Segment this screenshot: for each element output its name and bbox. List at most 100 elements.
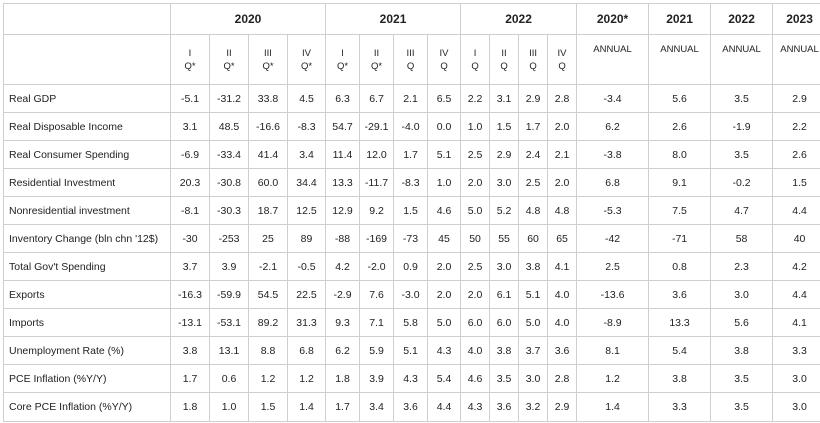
- table-cell: -88: [326, 225, 360, 253]
- table-cell: 4.6: [428, 197, 461, 225]
- quarter-suffix: Q*: [210, 60, 248, 73]
- table-cell: 1.8: [171, 393, 210, 422]
- table-cell: 2.0: [461, 281, 490, 309]
- table-cell: 3.2: [519, 393, 548, 422]
- table-cell: 6.8: [288, 337, 326, 365]
- table-cell: -16.6: [249, 113, 288, 141]
- table-cell: 3.0: [773, 393, 820, 422]
- table-cell: -3.4: [577, 85, 649, 113]
- table-cell: -1.9: [711, 113, 773, 141]
- table-cell: 3.1: [490, 85, 519, 113]
- table-cell: -8.3: [288, 113, 326, 141]
- table-cell: -33.4: [210, 141, 249, 169]
- table-cell: 3.7: [171, 253, 210, 281]
- table-cell: 5.8: [394, 309, 428, 337]
- table-cell: 4.3: [428, 337, 461, 365]
- table-cell: 5.4: [649, 337, 711, 365]
- table-cell: 4.4: [773, 197, 820, 225]
- table-cell: 3.7: [519, 337, 548, 365]
- table-cell: 40: [773, 225, 820, 253]
- table-cell: -6.9: [171, 141, 210, 169]
- table-cell: 5.0: [461, 197, 490, 225]
- table-cell: 1.5: [773, 169, 820, 197]
- table-cell: 60.0: [249, 169, 288, 197]
- table-cell: 1.4: [288, 393, 326, 422]
- table-cell: -11.7: [360, 169, 394, 197]
- table-cell: -8.3: [394, 169, 428, 197]
- year-header-row: 2020 2021 2022 2020* 2021 2022 2023: [4, 4, 820, 35]
- table-cell: 12.9: [326, 197, 360, 225]
- table-cell: 18.7: [249, 197, 288, 225]
- table-cell: -4.0: [394, 113, 428, 141]
- table-cell: 8.0: [649, 141, 711, 169]
- table-cell: 5.1: [394, 337, 428, 365]
- table-cell: 1.0: [428, 169, 461, 197]
- table-cell: 6.0: [461, 309, 490, 337]
- table-cell: 3.9: [360, 365, 394, 393]
- table-cell: 6.3: [326, 85, 360, 113]
- table-cell: -13.1: [171, 309, 210, 337]
- quarter-suffix: Q*: [288, 60, 325, 73]
- table-cell: 1.4: [577, 393, 649, 422]
- table-cell: 7.6: [360, 281, 394, 309]
- quarter-suffix: Q: [519, 60, 547, 73]
- table-cell: 22.5: [288, 281, 326, 309]
- table-cell: 65: [548, 225, 577, 253]
- table-cell: 48.5: [210, 113, 249, 141]
- table-cell: 1.2: [249, 365, 288, 393]
- table-cell: 2.5: [461, 141, 490, 169]
- table-cell: 3.4: [288, 141, 326, 169]
- annual-header: ANNUAL: [773, 35, 820, 85]
- table-cell: 5.4: [428, 365, 461, 393]
- quarter-numeral: I: [326, 47, 359, 60]
- table-cell: 3.6: [649, 281, 711, 309]
- table-cell: 4.8: [548, 197, 577, 225]
- table-cell: 5.0: [428, 309, 461, 337]
- table-cell: 31.3: [288, 309, 326, 337]
- table-cell: 89.2: [249, 309, 288, 337]
- year-header-2022-annual: 2022: [711, 4, 773, 35]
- table-cell: 3.5: [711, 365, 773, 393]
- table-cell: 8.1: [577, 337, 649, 365]
- year-header-2021: 2021: [326, 4, 461, 35]
- table-cell: 25: [249, 225, 288, 253]
- table-cell: 3.8: [490, 337, 519, 365]
- table-cell: 3.3: [649, 393, 711, 422]
- table-cell: 6.0: [490, 309, 519, 337]
- table-cell: 2.9: [773, 85, 820, 113]
- table-cell: 2.6: [649, 113, 711, 141]
- row-label: PCE Inflation (%Y/Y): [4, 365, 171, 393]
- annual-header: ANNUAL: [577, 35, 649, 85]
- table-cell: 0.0: [428, 113, 461, 141]
- table-cell: 1.7: [171, 365, 210, 393]
- table-cell: 1.7: [326, 393, 360, 422]
- table-cell: 5.2: [490, 197, 519, 225]
- table-cell: 3.6: [394, 393, 428, 422]
- table-cell: -8.9: [577, 309, 649, 337]
- quarter-suffix: Q: [461, 60, 489, 73]
- table-cell: 3.0: [773, 365, 820, 393]
- quarter-numeral: II: [360, 47, 393, 60]
- table-cell: 3.4: [360, 393, 394, 422]
- quarter-numeral: IV: [288, 47, 325, 60]
- table-cell: 1.2: [577, 365, 649, 393]
- table-cell: 0.6: [210, 365, 249, 393]
- table-cell: -253: [210, 225, 249, 253]
- table-cell: 4.1: [773, 309, 820, 337]
- table-cell: 6.2: [577, 113, 649, 141]
- table-cell: -16.3: [171, 281, 210, 309]
- table-cell: 5.0: [519, 309, 548, 337]
- table-cell: 6.8: [577, 169, 649, 197]
- quarter-suffix: Q*: [249, 60, 287, 73]
- table-cell: 1.5: [394, 197, 428, 225]
- table-cell: 2.0: [428, 281, 461, 309]
- quarter-numeral: III: [394, 47, 427, 60]
